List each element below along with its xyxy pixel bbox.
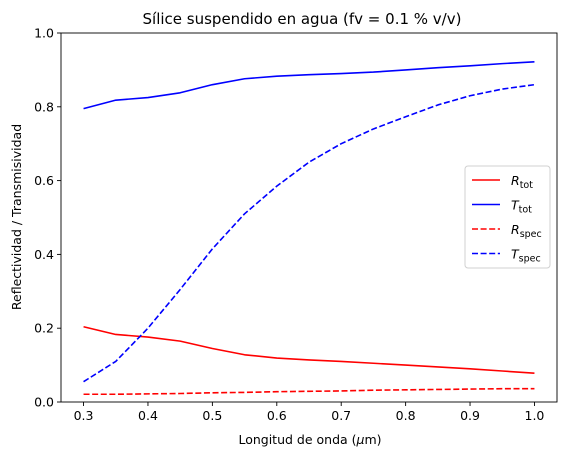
legend-entry-subscript: spec bbox=[519, 254, 541, 265]
legend-entry-subscript: spec bbox=[520, 229, 542, 240]
legend-entry-subscript: tot bbox=[520, 180, 534, 191]
x-tick-label: 0.9 bbox=[460, 408, 480, 423]
chart-title: Sílice suspendido en agua (fv = 0.1 % v/… bbox=[143, 10, 462, 28]
y-tick-label: 0.0 bbox=[34, 395, 54, 410]
x-axis-label-unit: μ bbox=[356, 432, 365, 447]
legend-entry-symbol: R bbox=[511, 173, 520, 188]
x-tick-label: 0.8 bbox=[396, 408, 416, 423]
x-tick-label: 0.3 bbox=[74, 408, 94, 423]
y-tick-label: 1.0 bbox=[34, 26, 54, 41]
y-tick-label: 0.6 bbox=[34, 173, 54, 188]
y-tick-label: 0.4 bbox=[34, 247, 54, 262]
x-tick-label: 0.4 bbox=[138, 408, 158, 423]
legend-entry-symbol: R bbox=[511, 222, 520, 237]
x-tick-label: 0.5 bbox=[202, 408, 222, 423]
x-axis-label: Longitud de onda (μm) bbox=[238, 432, 381, 447]
x-axis-label-prefix: Longitud de onda ( bbox=[238, 432, 356, 447]
x-tick-label: 1.0 bbox=[525, 408, 545, 423]
y-axis-label: Reflectividad / Transmisividad bbox=[9, 124, 24, 310]
x-axis-label-suffix: m) bbox=[364, 432, 381, 447]
x-tick-label: 0.6 bbox=[267, 408, 287, 423]
x-tick-label: 0.7 bbox=[331, 408, 351, 423]
legend-entry-subscript: tot bbox=[519, 205, 533, 216]
y-tick-label: 0.8 bbox=[34, 99, 54, 114]
y-tick-label: 0.2 bbox=[34, 321, 54, 336]
